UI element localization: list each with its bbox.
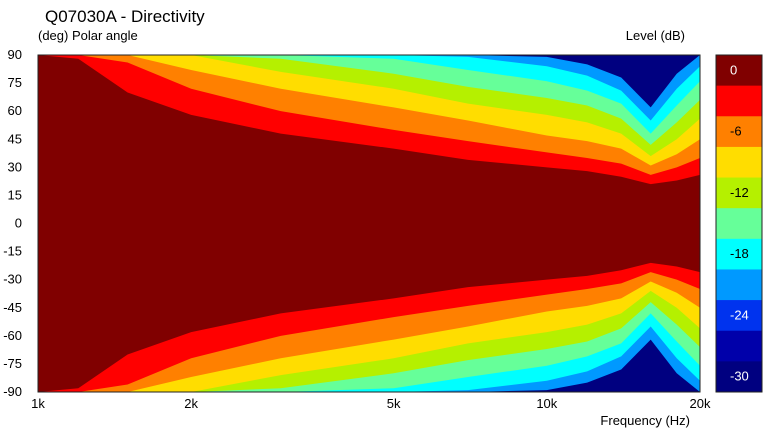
colorbar-swatch [716,330,762,362]
y-tick-label: 30 [8,159,22,174]
contour-band-minus-3 [38,92,700,355]
colorbar-swatch [716,269,762,301]
y-tick-label: -60 [3,328,22,343]
colorbar-tick-label: -24 [730,307,749,322]
x-tick-label: 10k [536,396,557,411]
x-axis-ticks: 1k 2k 5k 10k 20k [31,396,711,411]
colorbar-swatch [716,177,762,209]
colorbar-swatch [716,361,762,393]
chart-title: Q07030A - Directivity [45,7,205,26]
colorbar-tick-label: -12 [730,185,749,200]
colorbar-tick-label: 0 [730,62,737,77]
colorbar-swatch [716,85,762,117]
x-tick-label: 5k [387,396,401,411]
x-tick-label: 2k [184,396,198,411]
y-axis-label: (deg) Polar angle [38,28,138,43]
colorbar-swatch [716,238,762,270]
heatmap-plot-area [37,54,701,393]
colorbar-swatch [716,208,762,240]
colorbar-frame [715,54,763,393]
y-tick-label: 75 [8,75,22,90]
y-tick-label: 45 [8,131,22,146]
colorbar-swatch [716,146,762,179]
y-axis-ticks: 90 75 60 45 30 15 0 -15 -30 -45 -60 -75 -90 [3,47,22,399]
x-tick-label: 20k [690,396,711,411]
y-tick-label: -30 [3,272,22,287]
y-tick-label: -75 [3,356,22,371]
plot-frame [37,54,701,393]
colorbar-tick-label: -30 [730,369,749,384]
colorbar-swatch [716,116,762,148]
y-tick-label: 90 [8,47,22,62]
y-tick-label: -45 [3,300,22,315]
y-tick-label: 0 [15,216,22,231]
colorbar-swatch [716,55,762,87]
x-tick-label: 1k [31,396,45,411]
colorbar-tick-label: -6 [730,124,742,139]
colorbar-swatch [716,300,762,332]
y-tick-label: 60 [8,103,22,118]
y-tick-label: -90 [3,384,22,399]
y-tick-label: 15 [8,187,22,202]
colorbar: 0 -6 -12 -18 -24 -30 [715,54,763,393]
colorbar-tick-label: -18 [730,246,749,261]
y-tick-label: -15 [3,244,22,259]
x-axis-label: Frequency (Hz) [600,413,690,428]
colorbar-label: Level (dB) [626,28,685,43]
